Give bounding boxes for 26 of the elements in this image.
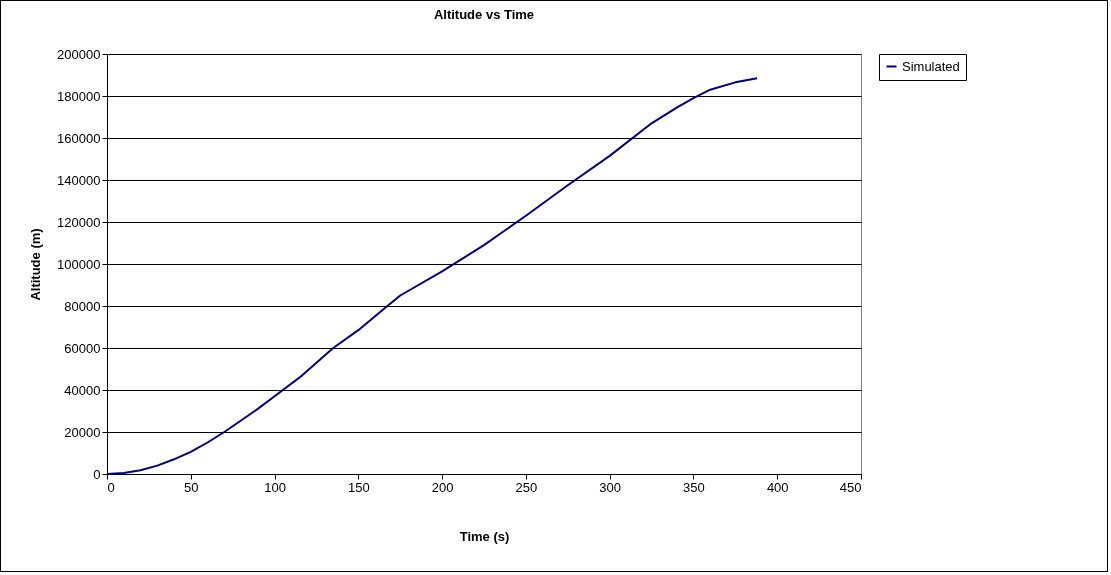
x-tick-label: 150 bbox=[347, 479, 370, 495]
y-tick-label: 80000 bbox=[64, 298, 101, 314]
y-tick-label: 180000 bbox=[57, 88, 101, 104]
x-axis-title: Time (s) bbox=[459, 528, 510, 544]
x-tick-label: 250 bbox=[515, 479, 538, 495]
line-series bbox=[106, 77, 759, 475]
y-tick-label: 160000 bbox=[57, 130, 101, 146]
legend-label: Simulated bbox=[902, 58, 960, 74]
x-tick-label: 200 bbox=[431, 479, 454, 495]
y-tick-label: 200000 bbox=[57, 46, 101, 62]
y-axis-title: Altitude (m) bbox=[28, 228, 44, 301]
y-tick-label: 20000 bbox=[64, 424, 101, 440]
y-tick-label: 40000 bbox=[64, 382, 101, 398]
chart-title: Altitude vs Time bbox=[433, 7, 535, 22]
y-tick-label: 120000 bbox=[57, 214, 101, 230]
x-tick-label: 350 bbox=[683, 479, 705, 495]
x-tick-label: 300 bbox=[599, 479, 622, 495]
x-tick-label: 50 bbox=[184, 479, 199, 495]
y-tick-label: 100000 bbox=[57, 256, 101, 272]
y-tick-label: 140000 bbox=[57, 172, 101, 188]
x-tick-label: 450 bbox=[839, 479, 862, 495]
x-tick-label: 400 bbox=[766, 479, 789, 495]
y-tick-label: 0 bbox=[93, 466, 101, 482]
x-tick-label: 100 bbox=[264, 479, 286, 495]
y-tick-label: 60000 bbox=[64, 340, 101, 356]
x-tick-label: 0 bbox=[107, 479, 115, 495]
